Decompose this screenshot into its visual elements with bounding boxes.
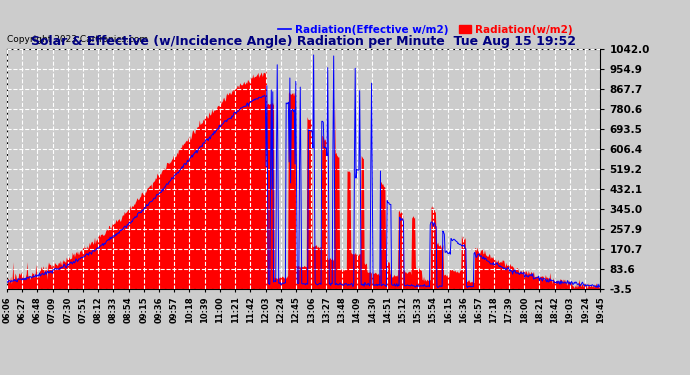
Title: Solar & Effective (w/Incidence Angle) Radiation per Minute  Tue Aug 15 19:52: Solar & Effective (w/Incidence Angle) Ra… bbox=[31, 34, 576, 48]
Text: Copyright 2023 Cartronics.com: Copyright 2023 Cartronics.com bbox=[7, 35, 148, 44]
Legend: Radiation(Effective w/m2), Radiation(w/m2): Radiation(Effective w/m2), Radiation(w/m… bbox=[274, 20, 578, 39]
